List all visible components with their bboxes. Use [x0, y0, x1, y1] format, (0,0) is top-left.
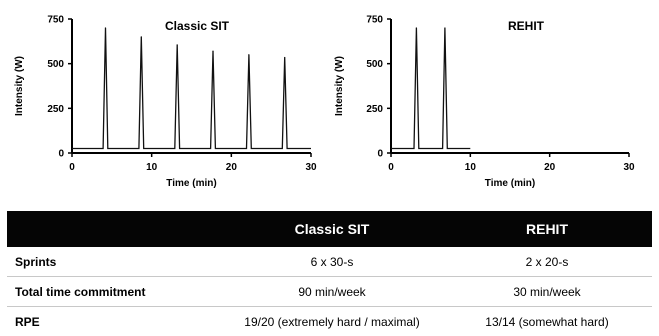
- y-tick-label: 0: [377, 149, 383, 160]
- y-axis-label: Intensity (W): [14, 56, 25, 116]
- cell-time-rehit: 30 min/week: [442, 276, 652, 307]
- x-tick-label: 10: [465, 162, 477, 173]
- y-axis-label: Intensity (W): [334, 56, 345, 116]
- table-header-classic-sit: Classic SIT: [222, 211, 442, 247]
- x-tick-label: 0: [69, 162, 75, 173]
- table-row: Sprints 6 x 30-s 2 x 20-s: [7, 247, 652, 277]
- x-tick-label: 30: [623, 162, 635, 173]
- peak-point-2: [140, 36, 142, 38]
- intensity-series-line: [72, 27, 311, 150]
- row-label-rpe: RPE: [15, 314, 40, 329]
- x-axis-label: Time (min): [166, 178, 216, 189]
- peak-point-1: [415, 27, 417, 29]
- cell-rpe-sit: 19/20 (extremely hard / maximal): [244, 314, 420, 329]
- cell-sprints-sit: 6 x 30-s: [222, 247, 442, 277]
- y-tick-label: 500: [47, 59, 64, 70]
- table-header-empty: [7, 211, 222, 247]
- peak-point-6: [284, 56, 286, 59]
- x-tick-label: 30: [305, 162, 317, 173]
- row-label-time-commitment: Total time commitment: [7, 276, 222, 307]
- x-tick-label: 20: [226, 162, 238, 173]
- y-tick-label: 750: [47, 15, 64, 26]
- row-label-sprints: Sprints: [7, 247, 222, 277]
- peak-point-1: [104, 27, 107, 29]
- intensity-series-line: [391, 27, 471, 150]
- peak-point-3: [176, 44, 178, 46]
- y-tick-label: 500: [366, 59, 383, 70]
- table-row: Total time commitment 90 min/week 30 min…: [7, 276, 652, 307]
- y-tick-label: 0: [58, 149, 64, 160]
- x-tick-label: 20: [544, 162, 556, 173]
- y-tick-label: 250: [366, 104, 383, 115]
- cell-time-sit: 90 min/week: [222, 276, 442, 307]
- peak-point-5: [248, 54, 250, 56]
- chart-title: Classic SIT: [165, 19, 230, 33]
- x-tick-label: 10: [146, 162, 158, 173]
- chart-rehit: REHIT 0 250 500 750 0 10 20 30 Time (min) Intensit…: [334, 15, 635, 190]
- x-tick-label: 0: [388, 162, 394, 173]
- x-axis-label: Time (min): [485, 178, 535, 189]
- chart-classic-sit: Classic SIT 0 250 500 750 0 10 20 30 Time (min) In…: [14, 15, 317, 190]
- peak-point-4: [212, 50, 214, 52]
- y-tick-label: 750: [366, 15, 383, 26]
- table-row: RPE 19/20 (extremely hard / maximal) 13/…: [7, 307, 652, 336]
- comparison-table: Classic SIT REHIT Sprints 6 x 30-s 2 x 2…: [7, 211, 652, 336]
- peak-point-2: [444, 27, 446, 29]
- table-header-row: Classic SIT REHIT: [7, 211, 652, 247]
- chart-title: REHIT: [508, 19, 545, 33]
- cell-rpe-rehit: 13/14 (somewhat hard): [485, 314, 609, 329]
- cell-sprints-rehit: 2 x 20-s: [442, 247, 652, 277]
- table-header-rehit: REHIT: [442, 211, 652, 247]
- y-tick-label: 250: [47, 104, 64, 115]
